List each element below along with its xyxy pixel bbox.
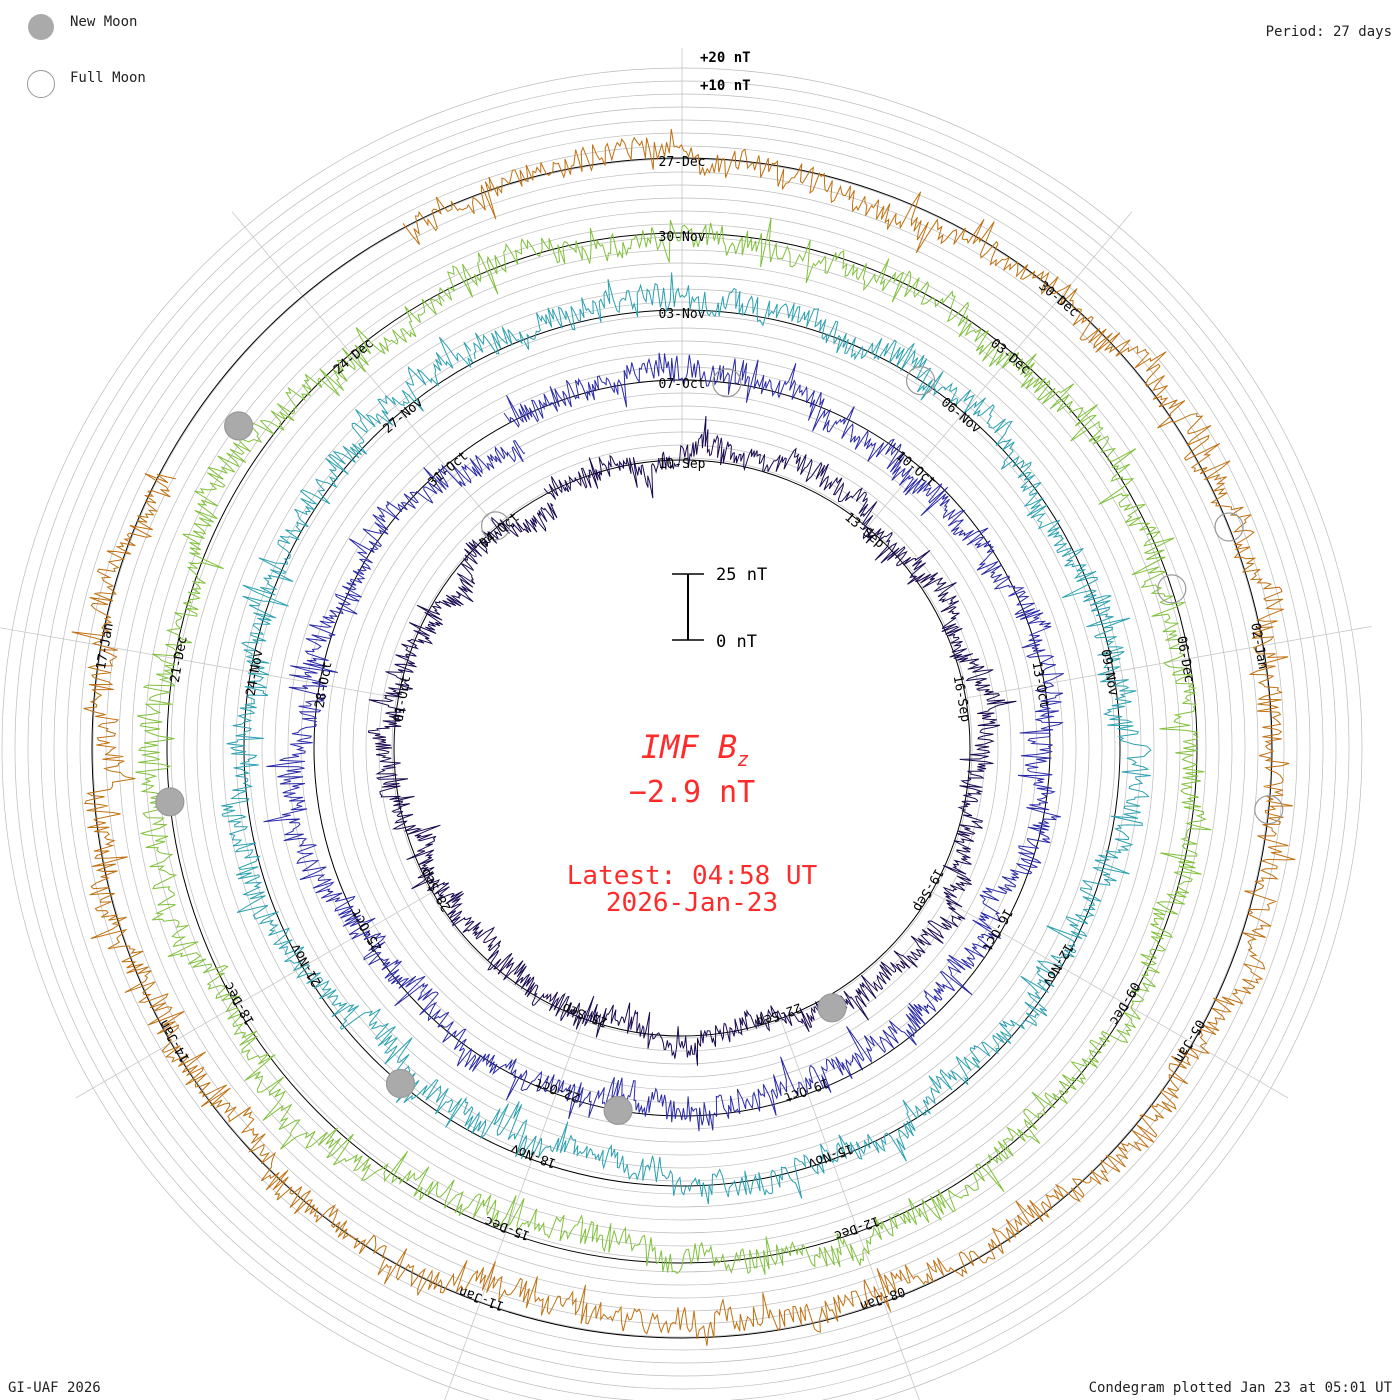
new-moon-marker <box>385 1068 416 1099</box>
date-label: 21-Dec <box>168 635 191 684</box>
date-label: 24-Dec <box>331 336 377 378</box>
new-moon-label: New Moon <box>70 14 138 30</box>
new-moon-icon <box>28 14 54 40</box>
full-moon-marker <box>905 366 936 396</box>
center-title-subscript: z <box>737 747 749 771</box>
date-label: 12-Dec <box>832 1213 881 1243</box>
full-moon-marker <box>1214 512 1244 542</box>
center-title-text: IMF B <box>641 728 737 766</box>
grid-spoke <box>779 1015 920 1400</box>
moon-markers <box>155 366 1284 1126</box>
date-label: 14-Jan <box>157 1017 193 1065</box>
scale-bar: 25 nT 0 nT <box>672 565 767 652</box>
date-label: 10-Sep <box>659 457 706 472</box>
ring-value-label: +10 nT <box>700 78 751 94</box>
grid-spoke <box>928 890 1289 1099</box>
grid-spoke <box>444 1015 585 1400</box>
plotted-label: Condegram plotted Jan 23 at 05:01 UT <box>1088 1380 1392 1396</box>
date-label: 30-Dec <box>1036 279 1082 321</box>
ring-value-label: +20 nT <box>700 50 751 66</box>
date-label: 07-Oct <box>659 377 706 392</box>
scale-bar-bottom-label: 0 nT <box>716 632 757 652</box>
grid-spoke <box>75 890 436 1099</box>
full-moon-marker <box>1254 795 1284 825</box>
new-moon-marker <box>155 787 185 817</box>
series-trace <box>71 128 1296 1346</box>
date-label: 15-Dec <box>483 1213 532 1243</box>
grid-spoke <box>962 626 1372 699</box>
grid-spoke <box>864 211 1133 530</box>
date-label: 16-Sep <box>950 674 973 723</box>
center-readout: IMF Bz −2.9 nT Latest: 04:58 UT 2026-Jan… <box>567 728 818 918</box>
ring-labels: +20 nT +10 nT <box>700 50 751 94</box>
date-label: 01-Oct <box>391 674 414 723</box>
new-moon-marker <box>817 993 847 1023</box>
full-moon-marker <box>480 511 511 541</box>
date-label: 08-Jan <box>858 1283 907 1313</box>
date-label: 03-Nov <box>659 307 706 322</box>
date-label: 21-Nov <box>288 941 325 989</box>
date-label: 28-Oct <box>313 660 336 709</box>
center-latest: Latest: 04:58 UT <box>567 861 818 891</box>
new-moon-marker <box>603 1095 633 1126</box>
center-title: IMF Bz <box>641 728 749 771</box>
date-label: 25-Oct <box>349 906 385 954</box>
date-label: 27-Dec <box>659 155 706 170</box>
date-label: 17-Jan <box>94 622 117 671</box>
date-label: 16-Oct <box>979 906 1015 954</box>
date-label: 04-Oct <box>477 510 523 552</box>
zero-reference-ring <box>91 157 1273 1339</box>
series-trace <box>135 217 1212 1275</box>
date-label: 22-Sep <box>754 999 803 1029</box>
new-moon-marker <box>224 411 254 441</box>
date-label: 11-Jan <box>457 1283 506 1313</box>
period-label: Period: 27 days <box>1265 24 1392 40</box>
date-label: 06-Dec <box>1173 635 1196 684</box>
date-label: 12-Nov <box>1039 941 1076 989</box>
date-label: 09-Dec <box>1106 979 1142 1027</box>
full-moon-label: Full Moon <box>70 70 146 86</box>
date-label: 18-Dec <box>222 979 258 1027</box>
full-moon-marker <box>1157 574 1187 604</box>
full-moon-marker <box>712 368 742 398</box>
series-trace <box>263 352 1065 1132</box>
date-label: 05-Jan <box>1171 1017 1207 1065</box>
center-value: −2.9 nT <box>629 775 755 810</box>
center-date: 2026-Jan-23 <box>606 888 778 918</box>
date-label: 15-Nov <box>806 1140 855 1170</box>
zero-reference-ring <box>243 309 1121 1187</box>
full-moon-icon <box>27 70 55 98</box>
credit-label: GI-UAF 2026 <box>8 1380 101 1396</box>
grid-spoke <box>231 211 500 530</box>
grid-spoke <box>0 627 402 699</box>
date-label: 30-Nov <box>659 230 706 245</box>
zero-reference-ring <box>393 459 971 1037</box>
date-label: 13-Sep <box>841 510 887 552</box>
scale-bar-top-label: 25 nT <box>716 565 767 585</box>
grid <box>0 48 1372 1400</box>
series-trace <box>221 272 1152 1205</box>
date-label: 22-Oct <box>533 1075 582 1105</box>
